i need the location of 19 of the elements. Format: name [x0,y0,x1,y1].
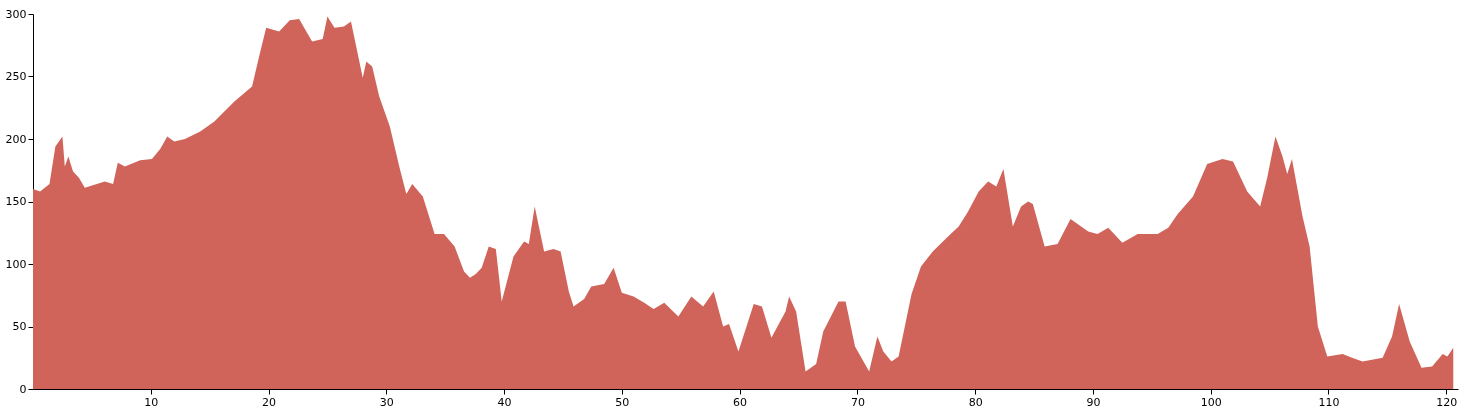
x-tick-label: 110 [1318,395,1340,408]
x-tick-label: 60 [733,395,748,408]
x-tick-label: 30 [379,395,394,408]
y-tick-label: 50 [12,320,27,333]
x-tick-label: 100 [1200,395,1222,408]
x-tick-label: 20 [262,395,277,408]
x-tick-label: 80 [968,395,983,408]
x-tick-label: 70 [850,395,865,408]
x-tick-label: 40 [497,395,512,408]
y-tick-label: 0 [19,382,27,396]
x-tick-label: 10 [144,395,159,408]
x-tick-label: 120 [1436,395,1458,408]
y-tick-label: 200 [5,132,27,146]
y-tick-label: 250 [5,70,27,83]
x-tick-label: 90 [1086,395,1101,408]
x-tick-label: 50 [615,395,630,408]
y-tick-label: 300 [5,7,27,21]
y-tick-label: 100 [5,257,27,271]
y-tick-label: 150 [5,195,27,208]
